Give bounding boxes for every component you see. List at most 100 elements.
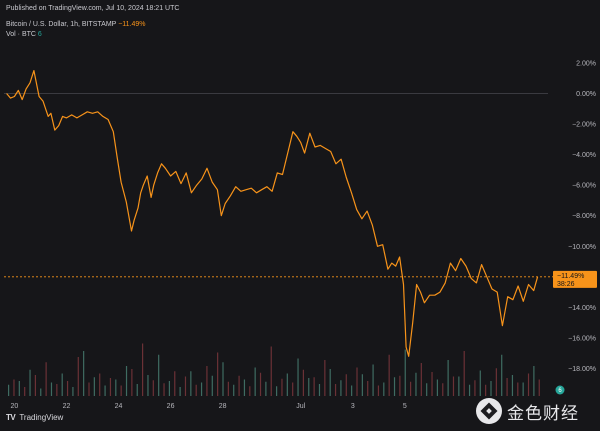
volume-bar	[479, 370, 481, 396]
volume-bar	[463, 351, 465, 396]
x-tick-label: 3	[351, 403, 355, 410]
volume-bar	[313, 377, 315, 396]
tradingview-icon: TV	[6, 413, 16, 422]
y-tick-label: −14.00%	[568, 305, 596, 312]
volume-bar	[200, 382, 203, 396]
volume-bar	[485, 384, 487, 396]
volume-bar	[276, 386, 278, 396]
volume-bar	[24, 387, 26, 396]
volume-badge	[555, 385, 565, 395]
tradingview-brand: TradingView	[19, 413, 64, 422]
x-tick-label: 28	[219, 403, 227, 410]
symbol-line: Bitcoin / U.S. Dollar, 1h, BITSTAMP −11.…	[6, 21, 146, 28]
volume-bar	[211, 375, 213, 396]
volume-bar	[174, 371, 176, 396]
volume-bar	[415, 372, 417, 396]
volume-bar	[522, 382, 524, 396]
volume-bar	[345, 374, 347, 396]
y-tick-label: −10.00%	[568, 244, 596, 251]
volume-bar	[147, 375, 149, 396]
volume-bar	[270, 346, 272, 396]
volume-bar	[163, 383, 165, 396]
x-axis: 2022242628Jul358	[11, 403, 485, 410]
volume-bar	[99, 373, 101, 396]
volume-bar	[61, 373, 63, 396]
volume-bar	[383, 382, 385, 396]
volume-bar	[302, 369, 304, 396]
volume-bar	[506, 378, 508, 396]
published-note: Published on TradingView.com, Jul 10, 20…	[6, 5, 180, 12]
y-tick-label: −6.00%	[572, 183, 596, 190]
volume-bar	[77, 357, 79, 396]
volume-bar	[361, 374, 363, 396]
volume-bar	[109, 378, 112, 396]
volume-bar	[238, 375, 240, 396]
volume-bar	[243, 379, 246, 396]
volume-legend: Vol · BTC 6	[6, 31, 42, 38]
volume-bar	[517, 382, 519, 396]
x-tick-label: 5	[403, 403, 407, 410]
last-value-badge	[553, 270, 597, 288]
y-tick-label: −18.00%	[568, 366, 596, 373]
volume-badge-label: 6	[558, 388, 562, 394]
volume-bar	[420, 363, 422, 396]
volume-bar	[227, 381, 229, 396]
volume-bar	[206, 366, 208, 396]
volume-bar	[115, 379, 117, 396]
volume-bar	[217, 352, 219, 396]
volume-bar	[158, 354, 160, 396]
volume-bar	[83, 351, 85, 396]
volume-bar	[152, 380, 154, 396]
tradingview-logo: TV TradingView	[6, 413, 63, 422]
volume-bar	[249, 386, 251, 396]
volume-bar	[13, 379, 15, 396]
volume-bar	[66, 381, 69, 396]
volume-bar	[190, 371, 192, 396]
x-tick-label: 20	[11, 403, 19, 410]
change-value: −11.49%	[118, 21, 146, 28]
x-tick-label: 26	[167, 403, 175, 410]
volume-bar	[184, 376, 187, 396]
volume-bar	[18, 381, 20, 396]
volume-bar	[104, 385, 106, 396]
volume-bar	[442, 383, 444, 396]
volume-bar	[495, 368, 497, 396]
volume-bar	[351, 385, 353, 396]
watermark: 金色财经	[476, 394, 596, 428]
volume-bar	[265, 381, 267, 396]
volume-bar	[372, 364, 374, 396]
volume-bar	[308, 378, 310, 396]
y-tick-label: 2.00%	[576, 60, 596, 67]
volume-bar	[179, 387, 181, 396]
volume-bar	[527, 373, 530, 396]
volume-bar	[125, 366, 128, 396]
last-value-label: −11.49%	[557, 273, 584, 280]
y-tick-label: −2.00%	[572, 122, 596, 129]
volume-bar	[233, 384, 235, 396]
countdown-label: 38:26	[557, 281, 575, 288]
volume-bar	[93, 377, 95, 396]
volume-bar	[404, 349, 406, 396]
volume-bar	[431, 372, 433, 396]
volume-bar	[399, 375, 401, 396]
volume-bar	[136, 384, 138, 396]
volume-bar	[324, 360, 326, 396]
y-tick-label: 0.00%	[576, 91, 596, 98]
watermark-text: 金色财经	[507, 403, 579, 424]
volume-bar	[281, 378, 283, 396]
volume-bar	[286, 373, 288, 396]
volume-bar	[120, 385, 122, 396]
symbol-name: Bitcoin / U.S. Dollar, 1h, BITSTAMP	[6, 21, 117, 28]
volume-bar	[88, 382, 90, 396]
x-tick-label: 24	[115, 403, 123, 410]
y-tick-label: −4.00%	[572, 152, 596, 159]
volume-bar	[533, 366, 535, 396]
volume-bar	[436, 379, 438, 396]
volume-bar	[538, 379, 540, 396]
volume-bar	[447, 360, 449, 396]
volume-bar	[8, 384, 10, 396]
volume-bar	[259, 372, 262, 396]
volume-bar	[142, 343, 144, 396]
volume-bar	[131, 369, 133, 396]
